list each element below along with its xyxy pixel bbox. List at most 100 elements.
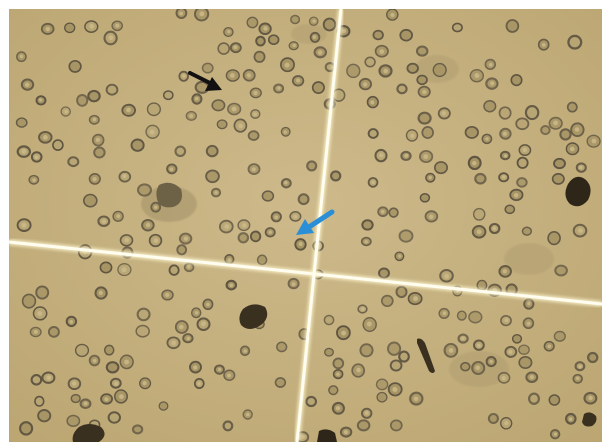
cell	[474, 172, 487, 185]
cell	[421, 126, 434, 139]
cell	[433, 161, 448, 175]
cell-center	[274, 215, 279, 219]
cell-center	[422, 89, 427, 95]
cell	[387, 341, 402, 356]
cell	[174, 145, 187, 158]
cell	[306, 160, 318, 172]
cell-center	[576, 376, 580, 380]
cell	[367, 128, 379, 139]
cell	[249, 230, 262, 243]
cell	[376, 391, 388, 403]
cell-center	[199, 11, 205, 17]
cell-center	[317, 50, 323, 55]
cell	[21, 293, 37, 309]
cell	[247, 130, 260, 141]
cell-center	[441, 111, 446, 116]
cell	[68, 59, 82, 73]
cell	[378, 267, 390, 279]
debris-clump	[239, 304, 268, 329]
cell-center	[364, 240, 368, 244]
cell	[468, 310, 483, 324]
cell-center	[145, 222, 151, 228]
cell-center	[72, 381, 77, 386]
cell	[136, 307, 151, 322]
cell-center	[195, 97, 199, 101]
cell-center	[448, 348, 454, 353]
cell	[30, 374, 43, 386]
cell-center	[283, 130, 287, 134]
cell-center	[366, 321, 372, 327]
cell-center	[527, 301, 531, 306]
debris-clump	[417, 338, 435, 373]
cell-center	[21, 148, 27, 154]
cell-center	[227, 29, 231, 34]
cell-center	[392, 387, 398, 392]
blue-arrow-icon	[296, 209, 335, 235]
cell	[551, 172, 565, 185]
cell	[398, 229, 414, 243]
cell-center	[442, 311, 447, 316]
cell-center	[32, 178, 36, 182]
cell-center	[504, 154, 508, 158]
cell-center	[501, 376, 506, 381]
cell	[361, 219, 374, 231]
cell-center	[508, 350, 513, 354]
cell	[246, 16, 259, 29]
cell	[162, 90, 174, 101]
cell-center	[361, 307, 365, 311]
cell-center	[43, 135, 48, 140]
cell-center	[591, 138, 597, 144]
cell	[356, 419, 371, 432]
cell	[176, 244, 188, 256]
cell	[322, 17, 337, 32]
cell-center	[293, 214, 298, 219]
cell	[253, 50, 266, 63]
cell-center	[206, 302, 210, 307]
cell-center	[34, 155, 39, 159]
cell-center	[343, 430, 348, 435]
cell	[267, 34, 280, 46]
cell-center	[95, 137, 100, 142]
cell	[415, 45, 429, 57]
cell	[515, 117, 530, 131]
cell-center	[19, 54, 24, 59]
cell-center	[336, 372, 340, 376]
cell-center	[312, 19, 316, 23]
cell-center	[461, 336, 465, 340]
cell-center	[312, 35, 317, 39]
cell-center	[370, 100, 375, 105]
cell	[547, 231, 561, 246]
cell-center	[284, 62, 290, 68]
cell	[332, 357, 345, 370]
cell	[105, 83, 119, 96]
cell	[35, 285, 50, 300]
cell	[548, 394, 561, 406]
cell	[554, 264, 568, 277]
cell-center	[149, 129, 155, 135]
cell	[15, 117, 28, 128]
cell-center	[124, 237, 130, 243]
cell	[553, 157, 566, 170]
cell	[487, 412, 499, 425]
cell-center	[246, 412, 250, 417]
cell-center	[126, 107, 131, 113]
cell-center	[142, 381, 147, 386]
cell-center	[153, 238, 159, 243]
cell-center	[410, 133, 415, 138]
cell-center	[541, 43, 546, 47]
cell-center	[404, 153, 409, 158]
cell-center	[356, 367, 361, 373]
grid-line-horizontal	[9, 240, 602, 306]
cell-center	[227, 373, 231, 378]
cell	[416, 74, 428, 86]
cell	[518, 355, 533, 369]
cell-center	[574, 127, 580, 132]
cell-center	[526, 321, 531, 326]
cell	[567, 34, 583, 50]
cell-center	[37, 311, 43, 316]
cell	[237, 232, 250, 244]
cell-center	[489, 359, 493, 364]
cell-center	[300, 434, 306, 439]
cell-center	[277, 86, 281, 90]
cell-center	[489, 63, 493, 67]
